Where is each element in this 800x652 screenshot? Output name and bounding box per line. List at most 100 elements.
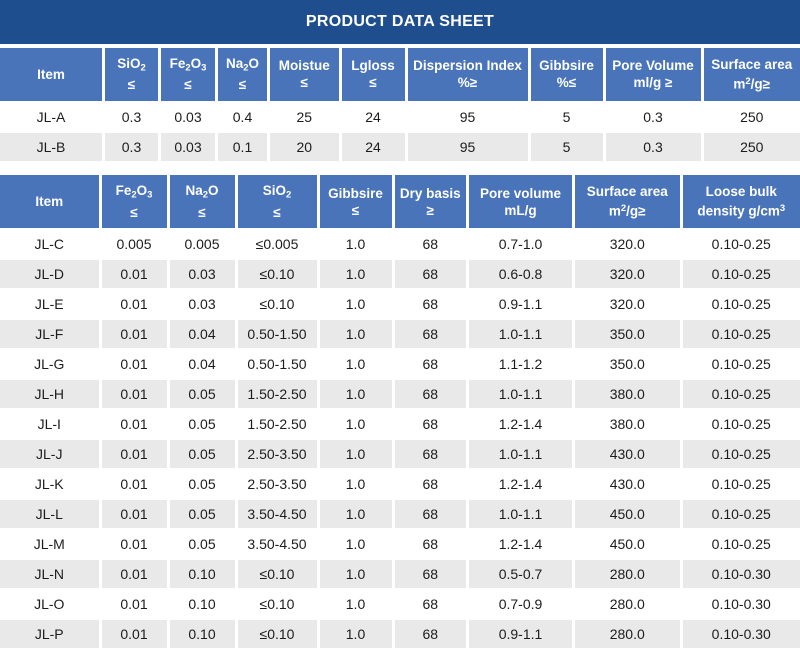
table2-header-2: Na2O ≤ (169, 175, 235, 228)
table2-cell-7-5: 68 (394, 440, 466, 468)
table2-cell-11-3: ≤0.10 (237, 560, 317, 588)
table1-header-label-6: Dispersion Index %≥ (413, 58, 522, 90)
table2-cell-9-2: 0.05 (169, 500, 235, 528)
table2-cell-3-8: 0.10-0.25 (682, 320, 800, 348)
table2-cell-1-1: 0.01 (101, 260, 167, 288)
table2-cell-1-8: 0.10-0.25 (682, 260, 800, 288)
table2-cell-7-1: 0.01 (101, 440, 167, 468)
table1-cell-0-3: 0.4 (218, 102, 267, 131)
table2-cell-2-1: 0.01 (101, 290, 167, 318)
table2-cell-9-5: 68 (394, 500, 466, 528)
table2-cell-8-8: 0.10-0.25 (682, 470, 800, 498)
table2-cell-4-3: 0.50-1.50 (237, 350, 317, 378)
table2-cell-6-3: 1.50-2.50 (237, 410, 317, 438)
table2-cell-4-4: 1.0 (319, 350, 392, 378)
table2-cell-8-5: 68 (394, 470, 466, 498)
table2-header-label-8: Loose bulk density g/cm3 (697, 184, 786, 219)
table1-cell-0-6: 95 (407, 102, 528, 131)
table2-cell-10-8: 0.10-0.25 (682, 530, 800, 558)
table2-cell-0-5: 68 (394, 230, 466, 258)
table2-cell-9-0: JL-L (0, 500, 99, 528)
table2-cell-12-7: 280.0 (575, 590, 680, 618)
table2-cell-13-8: 0.10-0.30 (682, 620, 800, 648)
table2-cell-7-4: 1.0 (319, 440, 392, 468)
table2-cell-3-1: 0.01 (101, 320, 167, 348)
table2-cell-4-8: 0.10-0.25 (682, 350, 800, 378)
table1-header-3: Na2O ≤ (218, 47, 267, 101)
table1-cell-1-7: 5 (530, 132, 603, 161)
table2-cell-3-3: 0.50-1.50 (237, 320, 317, 348)
table2-cell-10-7: 450.0 (575, 530, 680, 558)
table2-cell-12-3: ≤0.10 (237, 590, 317, 618)
table2-cell-7-8: 0.10-0.25 (682, 440, 800, 468)
table2-cell-13-5: 68 (394, 620, 466, 648)
table2-cell-9-1: 0.01 (101, 500, 167, 528)
table1-cell-0-8: 0.3 (605, 102, 701, 131)
table2-cell-2-5: 68 (394, 290, 466, 318)
table2-header-label-7: Surface area m2/g≥ (586, 184, 668, 219)
table2-header-1: Fe2O3 ≤ (101, 175, 167, 228)
table2-cell-11-7: 280.0 (575, 560, 680, 588)
table2-cell-13-4: 1.0 (319, 620, 392, 648)
table2-cell-6-5: 68 (394, 410, 466, 438)
table1-cell-1-5: 24 (341, 132, 405, 161)
table2-cell-5-5: 68 (394, 380, 466, 408)
table1-cell-0-7: 5 (530, 102, 603, 131)
table2-cell-11-8: 0.10-0.30 (682, 560, 800, 588)
table2-cell-2-3: ≤0.10 (237, 290, 317, 318)
table2-cell-2-6: 0.9-1.1 (469, 290, 572, 318)
table2-header-7: Surface area m2/g≥ (575, 175, 680, 228)
table1-header-label-9: Surface area m2/g≥ (711, 56, 793, 92)
table2-cell-11-2: 0.10 (169, 560, 235, 588)
table2-header-label-1: Fe2O3 ≤ (115, 183, 153, 220)
table1-cell-1-3: 0.1 (218, 132, 267, 161)
table2-cell-11-1: 0.01 (101, 560, 167, 588)
table2-cell-8-6: 1.2-1.4 (469, 470, 572, 498)
table2-cell-4-0: JL-G (0, 350, 99, 378)
table2-cell-5-1: 0.01 (101, 380, 167, 408)
table2-header-label-6: Pore volume mL/g (479, 185, 562, 218)
table2-cell-7-2: 0.05 (169, 440, 235, 468)
table2-cell-9-8: 0.10-0.25 (682, 500, 800, 528)
table2-cell-4-7: 350.0 (575, 350, 680, 378)
table1-header-0: Item (0, 47, 102, 101)
table2-cell-7-6: 1.0-1.1 (469, 440, 572, 468)
table1-cell-1-6: 95 (407, 132, 528, 161)
table2-cell-4-1: 0.01 (101, 350, 167, 378)
table2-cell-2-7: 320.0 (575, 290, 680, 318)
table2-header-6: Pore volume mL/g (469, 175, 572, 228)
table1-cell-1-4: 20 (270, 132, 339, 161)
table2-header-label-5: Dry basis ≥ (399, 185, 461, 218)
table1-cell-1-1: 0.3 (105, 132, 158, 161)
table1-header-8: Pore Volume ml/g ≥ (605, 47, 701, 101)
table2-cell-0-1: 0.005 (101, 230, 167, 258)
table2-cell-0-6: 0.7-1.0 (469, 230, 572, 258)
table2-cell-10-4: 1.0 (319, 530, 392, 558)
table2-cell-0-7: 320.0 (575, 230, 680, 258)
table2-cell-12-6: 0.7-0.9 (469, 590, 572, 618)
table2-cell-10-6: 1.2-1.4 (469, 530, 572, 558)
table2-cell-8-2: 0.05 (169, 470, 235, 498)
table1-cell-1-8: 0.3 (605, 132, 701, 161)
table2-cell-6-4: 1.0 (319, 410, 392, 438)
table2-cell-0-8: 0.10-0.25 (682, 230, 800, 258)
table1-cell-0-0: JL-A (0, 102, 102, 131)
table1-cell-1-2: 0.03 (161, 132, 215, 161)
table2-cell-3-5: 68 (394, 320, 466, 348)
table2-cell-9-7: 450.0 (575, 500, 680, 528)
table2-header-8: Loose bulk density g/cm3 (682, 175, 800, 228)
table2-cell-13-6: 0.9-1.1 (469, 620, 572, 648)
table2-cell-4-6: 1.1-1.2 (469, 350, 572, 378)
table2-cell-8-3: 2.50-3.50 (237, 470, 317, 498)
table2-cell-1-7: 320.0 (575, 260, 680, 288)
table2-cell-2-8: 0.10-0.25 (682, 290, 800, 318)
table1-cell-0-4: 25 (270, 102, 339, 131)
table1-header-6: Dispersion Index %≥ (407, 47, 528, 101)
table2-cell-6-2: 0.05 (169, 410, 235, 438)
table2-cell-3-6: 1.0-1.1 (469, 320, 572, 348)
table2-header-label-4: Gibbsire ≤ (328, 185, 383, 218)
spec-table-1: Item SiO2 ≤ Fe2O3 ≤ Na2O ≤ Moistue ≤ Lgloss ≤ Dispe… (0, 47, 800, 161)
table1-cell-1-9: 250 (703, 132, 800, 161)
table1-cell-0-9: 250 (703, 102, 800, 131)
